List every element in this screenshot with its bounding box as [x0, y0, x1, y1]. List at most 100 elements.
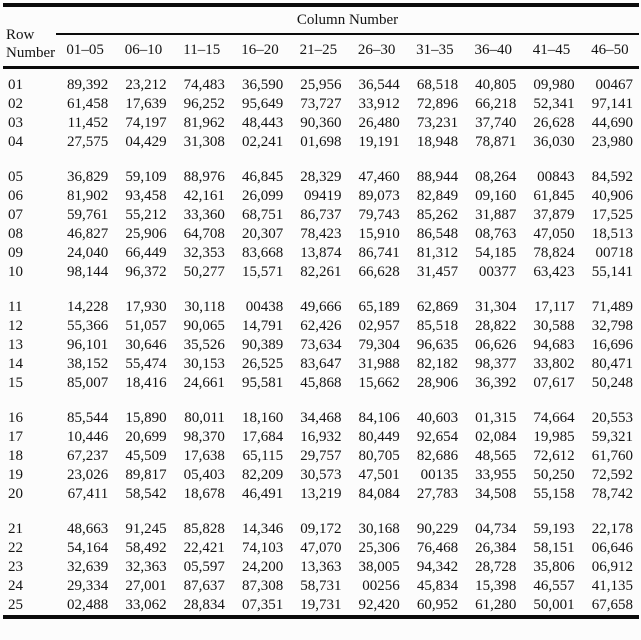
value-cell: 58,731: [300, 577, 342, 594]
table-row: 12 55,366 51,057 90,065 14,791 62,426 02,957 85…: [3, 317, 639, 336]
value-cell: 65,189: [358, 298, 400, 315]
value-cell: 38,005: [358, 558, 400, 575]
value-cell: 95,581: [241, 374, 284, 391]
value-cell: 17,684: [241, 428, 284, 445]
value-cell: 66,449: [125, 244, 167, 261]
value-cell: 58,542: [125, 485, 167, 502]
value-cell: 28,906: [416, 374, 459, 391]
value-cell: 15,890: [125, 409, 167, 426]
value-cell: 02,084: [475, 428, 517, 445]
value-cell: 01,315: [475, 409, 517, 426]
value-cell: 74,664: [533, 409, 575, 426]
value-cell: 55,158: [533, 485, 575, 502]
row-number-cell: 10: [8, 263, 23, 280]
column-header: 16–20: [230, 34, 290, 69]
value-cell: 90,065: [183, 317, 225, 334]
value-cell: 84,084: [358, 485, 400, 502]
value-cell: 81,312: [416, 244, 459, 261]
value-cell: 24,040: [67, 244, 109, 261]
value-cell: 17,930: [125, 298, 167, 315]
value-cell: 04,429: [125, 133, 167, 150]
value-cell: 85,262: [416, 206, 459, 223]
column-header: 11–15: [172, 34, 231, 69]
value-cell: 08,763: [475, 225, 517, 242]
value-cell: 34,508: [475, 485, 517, 502]
value-cell: 84,106: [358, 409, 400, 426]
row-number-cell: 25: [8, 596, 23, 613]
value-cell: 48,663: [67, 520, 109, 537]
value-cell: 46,845: [241, 168, 284, 185]
value-cell: 82,849: [416, 187, 459, 204]
value-cell: 68,518: [416, 76, 459, 93]
value-cell: 16,932: [300, 428, 342, 445]
value-cell: 02,488: [67, 596, 109, 613]
row-number-cell: 20: [8, 485, 23, 502]
value-cell: 19,191: [358, 133, 400, 150]
table-row: 11 14,228 17,930 30,118 00438 49,666 65,189 62,…: [3, 298, 639, 317]
value-cell: 36,829: [67, 168, 109, 185]
value-cell: 34,468: [300, 409, 342, 426]
row-number-cell: 01: [8, 76, 23, 93]
value-cell: 29,334: [67, 577, 109, 594]
value-cell: 47,501: [358, 466, 400, 483]
value-cell: 26,480: [358, 114, 400, 131]
row-number-cell: 02: [8, 95, 23, 112]
value-cell: 06,912: [591, 558, 633, 575]
value-cell: 26,099: [241, 187, 284, 204]
value-cell: 15,910: [358, 225, 400, 242]
value-cell: 36,590: [241, 76, 284, 93]
value-cell: 92,420: [358, 596, 400, 613]
value-cell: 36,030: [533, 133, 575, 150]
row-number-cell: 17: [8, 428, 23, 445]
row-number-header: Row Number: [3, 5, 56, 69]
value-cell: 73,231: [416, 114, 459, 131]
value-cell: 33,802: [533, 355, 575, 372]
value-cell: 09,160: [475, 187, 517, 204]
table-row: 05 36,829 59,109 88,976 46,845 28,329 47,460 88…: [3, 168, 639, 187]
value-cell: 60,952: [416, 596, 459, 613]
value-cell: 18,678: [183, 485, 225, 502]
value-cell: 19,731: [300, 596, 342, 613]
value-cell: 09419: [303, 187, 342, 204]
value-cell: 46,491: [241, 485, 284, 502]
value-cell: 63,423: [533, 263, 575, 280]
row-number-cell: 07: [8, 206, 23, 223]
value-cell: 13,874: [300, 244, 342, 261]
value-cell: 07,351: [241, 596, 284, 613]
value-cell: 47,460: [358, 168, 400, 185]
value-cell: 76,468: [416, 539, 459, 556]
table-header: Row Number Column Number 01–05 06–10 11–…: [3, 5, 639, 69]
table-row: 07 59,761 55,212 33,360 68,751 86,737 79,743 85…: [3, 206, 639, 225]
value-cell: 24,200: [241, 558, 284, 575]
value-cell: 20,307: [241, 225, 284, 242]
value-cell: 82,209: [241, 466, 284, 483]
value-cell: 81,962: [183, 114, 225, 131]
row-number-cell: 03: [8, 114, 23, 131]
row-number-header-line2: Number: [6, 44, 56, 61]
value-cell: 18,513: [591, 225, 633, 242]
column-group-row: Row Number Column Number: [3, 5, 639, 69]
group-spacer: [3, 393, 639, 409]
value-cell: 73,634: [300, 336, 342, 353]
value-cell: 40,906: [591, 187, 633, 204]
value-cell: 90,360: [300, 114, 342, 131]
value-cell: 94,683: [533, 336, 575, 353]
table-row: 22 54,164 58,492 22,421 74,103 47,070 25,306 76…: [3, 539, 639, 558]
table-row: 25 02,488 33,062 28,834 07,351 19,731 92,420 60…: [3, 596, 639, 617]
value-cell: 55,212: [125, 206, 167, 223]
table-body: 01 89,392 23,212 74,483 36,590 25,956 36,544 68…: [3, 67, 639, 617]
value-cell: 68,751: [241, 206, 284, 223]
value-cell: 35,526: [183, 336, 225, 353]
value-cell: 72,592: [591, 466, 633, 483]
value-cell: 96,101: [67, 336, 109, 353]
value-cell: 48,565: [475, 447, 517, 464]
value-cell: 20,553: [591, 409, 633, 426]
column-headers-row: 01–05 06–10 11–15 16–20 21–25 26–30 31–3…: [3, 34, 639, 69]
value-cell: 54,164: [67, 539, 109, 556]
value-cell: 00843: [537, 168, 575, 185]
value-cell: 88,944: [416, 168, 459, 185]
table-row: 20 67,411 58,542 18,678 46,491 13,219 84,084 27…: [3, 485, 639, 504]
value-cell: 31,308: [183, 133, 225, 150]
row-number-cell: 12: [8, 317, 23, 334]
value-cell: 72,612: [533, 447, 575, 464]
